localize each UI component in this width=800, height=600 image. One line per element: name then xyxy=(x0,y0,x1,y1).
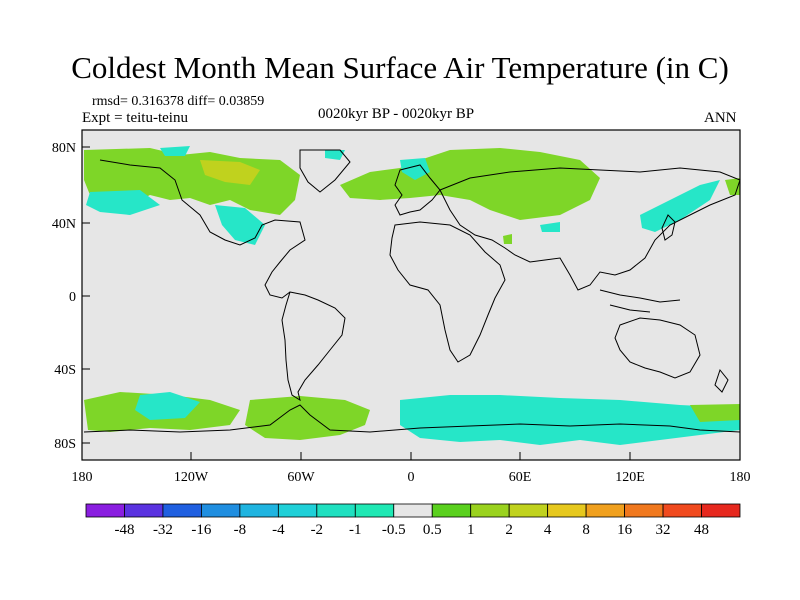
region-hudson-cool xyxy=(215,205,265,245)
colorbar-label: -0.5 xyxy=(382,522,406,538)
colorbar-labels: -48 -32 -16 -8 -4 -2 -1 -0.5 0.5 1 2 4 8 16 32 48 xyxy=(114,522,709,538)
coast-asia xyxy=(439,167,741,291)
colorbar-swatch xyxy=(277,503,318,518)
colorbar-swatch xyxy=(85,503,125,518)
colorbar-swatch xyxy=(508,503,549,518)
anomaly-regions xyxy=(84,146,740,445)
colorbar-swatch xyxy=(431,503,472,518)
period-label: 0020kyr BP - 0020kyr BP xyxy=(318,106,475,122)
colorbar-label: -8 xyxy=(234,522,247,538)
colorbar xyxy=(85,503,741,518)
x-tick-label: 120E xyxy=(615,470,645,485)
region-alaska-cool xyxy=(86,190,160,215)
colorbar-label: -4 xyxy=(272,522,285,538)
colorbar-label: 16 xyxy=(617,522,633,538)
colorbar-label: -1 xyxy=(349,522,362,538)
colorbar-swatch xyxy=(701,503,741,518)
coast-japan xyxy=(661,214,676,241)
colorbar-label: -2 xyxy=(311,522,324,538)
region-arctic-canada-yellow xyxy=(200,160,260,185)
tick-marks xyxy=(81,146,741,460)
coast-south-america xyxy=(281,291,346,402)
colorbar-swatch xyxy=(470,503,510,518)
colorbar-label: -48 xyxy=(114,522,134,538)
colorbar-label: 0.5 xyxy=(423,522,442,538)
coast-north-america xyxy=(99,159,306,299)
colorbar-label: 48 xyxy=(694,522,709,538)
coast-new-zealand xyxy=(714,368,729,393)
colorbar-label: 2 xyxy=(505,522,513,538)
colorbar-swatch xyxy=(585,503,625,518)
x-tick-label: 60W xyxy=(287,470,315,485)
region-greenland-cool xyxy=(325,150,345,160)
x-tick-label: 120W xyxy=(174,470,209,485)
colorbar-swatch xyxy=(624,503,664,518)
region-small-cool-1 xyxy=(540,222,560,232)
coast-europe xyxy=(394,164,441,216)
x-tick-label: 60E xyxy=(509,470,532,485)
colorbar-swatch xyxy=(393,503,433,518)
coastlines xyxy=(83,149,741,433)
colorbar-swatch xyxy=(662,503,702,518)
stats-text: rmsd= 0.316378 diff= 0.03859 xyxy=(92,94,265,109)
colorbar-label: 8 xyxy=(582,522,590,538)
x-tick-label: 180 xyxy=(730,470,751,485)
y-tick-label: 40S xyxy=(54,363,76,378)
region-southern-ocean-warm xyxy=(690,404,740,422)
colorbar-label: 32 xyxy=(656,522,671,538)
region-antarctic-peninsula-warm xyxy=(245,396,370,440)
colorbar-swatch xyxy=(354,503,395,518)
coast-antarctica xyxy=(83,404,741,433)
region-scandinavia-cool xyxy=(400,158,430,180)
coast-greenland xyxy=(299,149,351,193)
season-label: ANN xyxy=(704,110,737,126)
region-small-warm-1 xyxy=(503,234,512,244)
colorbar-label: 4 xyxy=(544,522,552,538)
region-south-pacific-cool xyxy=(135,392,200,420)
colorbar-swatch xyxy=(201,503,241,518)
coast-africa xyxy=(389,221,506,363)
y-tick-label: 0 xyxy=(69,290,76,305)
region-southern-ocean-cool xyxy=(400,395,740,445)
map-title: Coldest Month Mean Surface Air Temperatu… xyxy=(71,50,729,85)
colorbar-swatch xyxy=(124,503,164,518)
colorbar-swatch xyxy=(547,503,587,518)
y-tick-label: 40N xyxy=(52,217,76,232)
y-tick-label: 80S xyxy=(54,437,76,452)
region-arctic-cool xyxy=(160,146,190,156)
colorbar-label: -32 xyxy=(153,522,173,538)
coast-indonesia xyxy=(599,289,681,313)
coast-australia xyxy=(614,317,701,379)
colorbar-swatch xyxy=(316,503,356,518)
x-tick-label: 0 xyxy=(408,470,415,485)
colorbar-swatch xyxy=(162,503,202,518)
colorbar-label: -16 xyxy=(191,522,211,538)
colorbar-label: 1 xyxy=(467,522,475,538)
region-east-asia-cool xyxy=(640,180,720,232)
colorbar-swatch xyxy=(239,503,279,518)
x-tick-label: 180 xyxy=(72,470,93,485)
experiment-label: Expt = teitu-teinu xyxy=(82,110,188,126)
y-tick-label: 80N xyxy=(52,141,76,156)
